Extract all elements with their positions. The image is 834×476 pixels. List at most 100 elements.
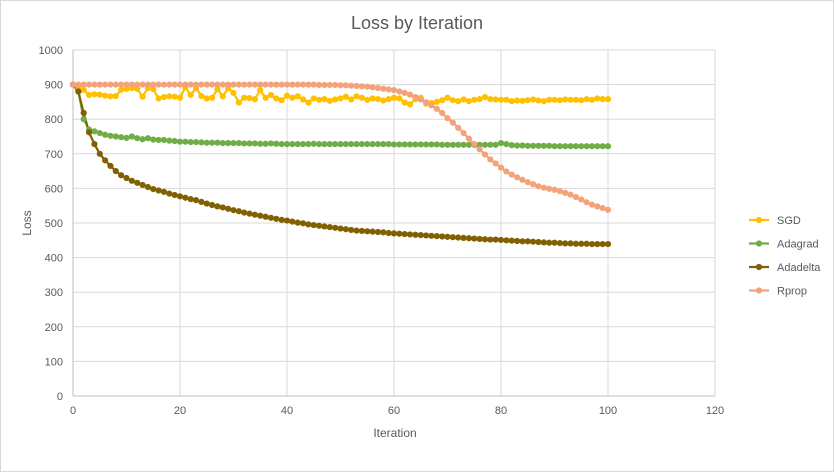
data-point-rprop [369,84,376,91]
data-point-adadelta [562,240,569,247]
data-point-rprop [139,81,146,88]
data-point-adagrad [374,141,382,148]
data-point-sgd [449,97,456,104]
data-point-adadelta [401,230,408,238]
data-point-adagrad [519,142,526,149]
data-point-adagrad [417,141,424,148]
data-point-adadelta [326,224,333,231]
data-point-sgd [364,96,371,103]
data-point-rprop [551,186,558,193]
data-point-rprop [428,102,435,109]
data-point-sgd [310,95,317,102]
data-point-sgd [572,96,580,103]
axes [72,50,715,397]
data-point-rprop [257,81,264,88]
data-point-rprop [423,99,430,106]
data-point-adadelta [385,229,392,237]
data-point-rprop [358,83,365,90]
data-point-adagrad [182,138,189,145]
data-point-adadelta [198,198,205,205]
data-point-adagrad [540,142,547,149]
chart-title: Loss by Iteration [351,13,483,33]
data-point-sgd [455,98,462,105]
data-point-adagrad [267,140,275,147]
legend-marker-sgd [755,216,763,224]
data-point-rprop [567,191,574,198]
data-point-rprop [246,81,253,88]
data-point-adadelta [439,233,446,240]
data-point-adagrad [144,135,151,142]
data-point-adagrad [358,141,365,148]
data-point-adadelta [481,236,489,243]
data-point-adagrad [123,134,130,141]
data-point-adadelta [209,201,216,209]
data-point-adadelta [369,228,376,235]
data-point-rprop [433,105,440,112]
y-tick-label: 200 [45,322,63,334]
data-point-sgd [230,89,237,96]
data-point-adagrad [337,141,344,148]
data-point-sgd [326,97,333,104]
data-point-sgd [476,96,483,103]
data-point-adadelta [513,237,521,245]
data-point-adadelta [112,168,119,175]
data-point-adagrad [433,141,440,148]
data-point-adagrad [251,140,258,147]
data-point-adagrad [160,136,168,144]
data-point-sgd [262,94,269,101]
data-point-rprop [604,206,612,213]
data-point-adadelta [337,225,344,232]
data-point-adagrad [316,141,323,148]
data-point-rprop [235,81,242,88]
data-point-adagrad [241,140,248,147]
x-tick-label: 0 [70,405,76,417]
y-tick-label: 100 [45,356,63,368]
data-point-rprop [176,81,184,88]
data-point-adadelta [524,238,531,245]
data-point-rprop [465,135,472,142]
data-point-rprop [519,176,526,183]
data-point-adadelta [390,230,398,237]
series-points-adadelta [69,81,612,248]
series-points-rprop [69,81,612,213]
data-point-sgd [583,96,590,103]
data-point-adadelta [583,240,590,247]
data-point-rprop [182,81,189,88]
series-lines [72,83,609,246]
data-point-rprop [535,183,542,190]
data-point-adadelta [257,212,264,219]
data-point-rprop [91,81,98,88]
data-point-rprop [187,81,194,88]
data-point-adadelta [235,208,242,215]
data-point-adagrad [599,143,606,150]
data-point-adadelta [134,179,141,186]
data-point-rprop [513,174,521,181]
data-point-adadelta [412,231,419,238]
data-point-sgd [160,93,168,101]
series-points [69,81,612,248]
data-point-adagrad [406,141,414,148]
y-tick-label: 800 [45,114,63,126]
data-point-adadelta [96,150,103,157]
data-point-rprop [305,81,312,88]
data-point-adagrad [423,141,430,148]
data-point-rprop [209,81,216,88]
data-point-adagrad [128,133,135,140]
data-point-adagrad [139,136,146,143]
data-point-adadelta [203,200,210,207]
data-point-adagrad [262,140,269,147]
data-point-adadelta [283,217,291,224]
data-point-adadelta [150,185,157,193]
data-point-rprop [251,81,258,88]
data-point-rprop [273,81,280,88]
data-point-adagrad [444,141,451,148]
data-point-sgd [396,95,403,102]
data-point-adadelta [530,238,537,245]
data-point-adadelta [289,218,296,225]
data-point-adadelta [503,237,510,244]
y-tick-label: 0 [57,391,63,403]
data-point-adadelta [460,234,467,241]
data-point-adagrad [390,141,398,148]
data-point-adagrad [176,138,184,145]
data-point-adagrad [107,132,114,139]
